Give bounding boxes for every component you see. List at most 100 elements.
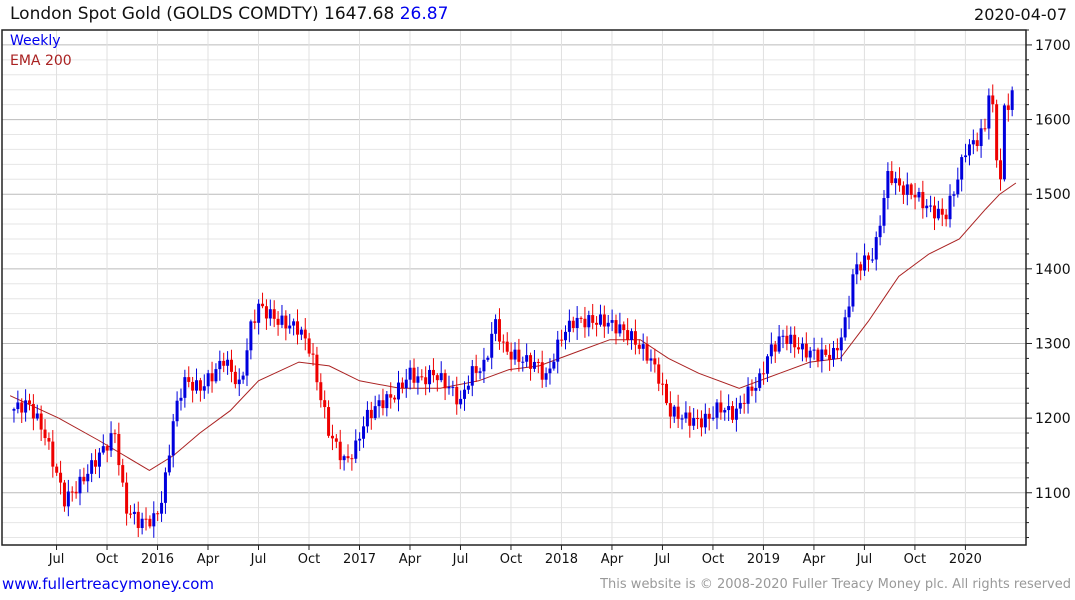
candle-body [641, 344, 645, 349]
y-tick-label: 1300 [1035, 336, 1071, 352]
candle-body [439, 373, 443, 381]
grid [2, 29, 1026, 545]
candle-body [296, 321, 300, 335]
candle-body [24, 400, 28, 413]
candle-body [742, 402, 746, 404]
candle-body [323, 400, 327, 408]
candle-body [878, 225, 882, 238]
candle-body [863, 255, 867, 271]
candle-body [292, 321, 296, 326]
x-tick-label: Apr [197, 552, 220, 567]
candle-body [334, 438, 338, 442]
candle-body [389, 394, 393, 398]
candle-body [940, 208, 944, 215]
candle-body [540, 362, 544, 380]
candle-body [447, 387, 451, 389]
x-tick-label: Jul [48, 552, 65, 567]
candle-body [680, 418, 684, 420]
candle-body [905, 184, 909, 195]
candle-body [268, 309, 272, 319]
candle-body [1010, 90, 1014, 110]
x-tick-label: Jul [452, 552, 469, 567]
candle-body [311, 353, 315, 355]
candle-body [699, 418, 703, 428]
candle-body [517, 349, 521, 362]
candle-body [532, 361, 536, 369]
candle-body [51, 441, 55, 467]
candle-body [967, 144, 971, 156]
candle-body [342, 456, 346, 461]
candle-body [478, 371, 482, 373]
candle-body [723, 410, 727, 413]
candle-body [218, 360, 222, 370]
candle-body [975, 140, 979, 147]
candle-body [901, 185, 905, 195]
candle-body [144, 518, 148, 520]
x-tick-label: 2016 [141, 552, 174, 567]
candle-body [501, 341, 505, 343]
candle-body [649, 358, 653, 361]
candle-body [412, 367, 416, 383]
candle-body [113, 433, 117, 435]
candle-body [703, 413, 707, 428]
candle-body [983, 128, 987, 130]
y-tick-label: 1600 [1035, 113, 1071, 129]
candle-body [633, 331, 637, 345]
candle-body [393, 397, 397, 400]
candle-body [443, 373, 447, 389]
candle-body [664, 383, 668, 404]
candle-body [948, 195, 952, 220]
candle-body [672, 406, 676, 417]
candle-body [245, 350, 249, 376]
candle-body [793, 334, 797, 348]
candle-body [556, 339, 560, 362]
price-chart: 1100 1200 1300 1400 1500 1600 1700 Jul Oct 2016 Ap… [1, 29, 1071, 567]
candle-body [610, 320, 614, 323]
candle-body [459, 398, 463, 405]
candle-body [769, 344, 773, 357]
candle-body [797, 347, 801, 350]
candle-body [591, 315, 595, 323]
candle-body [839, 337, 843, 351]
candle-body [890, 171, 894, 184]
candle-body [210, 373, 214, 382]
x-tick-label: Jul [654, 552, 671, 567]
candle-body [835, 347, 839, 351]
candle-body [47, 438, 51, 442]
candle-body [505, 341, 509, 352]
ema-series [9, 182, 1017, 471]
candle-body [396, 382, 400, 400]
candle-body [804, 343, 808, 358]
candle-body [70, 491, 74, 493]
candle-body [264, 306, 268, 319]
candle-body [121, 465, 125, 483]
candle-body [816, 349, 820, 361]
candle-body [362, 426, 366, 439]
candle-body [86, 473, 90, 482]
candle-body [12, 409, 16, 411]
candle-body [758, 373, 762, 388]
candle-body [160, 502, 164, 514]
title-text: London Spot Gold (GOLDS COMDTY) 1647.68 [10, 4, 395, 24]
axes: 1100 1200 1300 1400 1500 1600 1700 Jul Oct 2016 Ap… [48, 29, 1071, 567]
candle-body [657, 364, 661, 384]
candle-body [944, 214, 948, 220]
candle-body [136, 511, 140, 529]
candle-body [684, 412, 688, 419]
candle-body [187, 377, 191, 382]
candle-body [734, 408, 738, 420]
candle-body [315, 354, 319, 383]
candle-body [183, 377, 187, 398]
website-link[interactable]: www.fullertreacymoney.com [2, 575, 215, 593]
candle-body [455, 386, 459, 405]
candle-body [692, 418, 696, 426]
x-tick-label: Jul [856, 552, 873, 567]
y-tick-label: 1400 [1035, 262, 1071, 278]
candle-body [97, 452, 101, 467]
x-tick-label: 2017 [343, 552, 376, 567]
candle-body [637, 344, 641, 349]
candle-body [202, 386, 206, 391]
candle-body [16, 402, 20, 410]
candle-body [466, 385, 470, 390]
candle-body [408, 367, 412, 380]
